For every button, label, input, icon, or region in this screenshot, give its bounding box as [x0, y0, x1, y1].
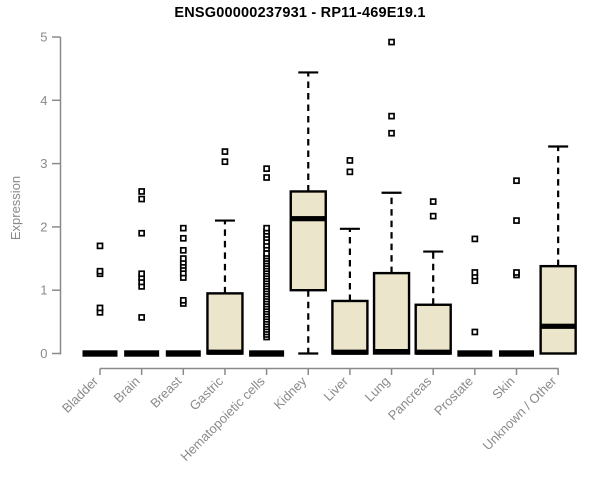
iqr-box — [289, 190, 327, 292]
collapsed-box — [457, 350, 493, 357]
boxplot-gastric — [206, 148, 244, 355]
outlier-point — [138, 314, 145, 321]
x-tick-label-unknown-other: Unknown / Other — [480, 373, 560, 453]
boxplot-breast — [165, 224, 201, 357]
outlier-point — [263, 174, 270, 181]
outlier-point — [513, 177, 520, 185]
outlier-point — [429, 198, 437, 205]
x-tick-label-skin: Skin — [489, 374, 517, 402]
outlier-point — [513, 269, 520, 276]
y-axis: 0 1 2 3 4 5 — [40, 30, 62, 361]
outlier-point — [429, 212, 437, 220]
y-tick-label: 5 — [40, 30, 47, 45]
y-tick-label: 3 — [40, 156, 47, 171]
outlier-point — [388, 112, 395, 120]
collapsed-box — [499, 350, 534, 357]
y-tick-label: 2 — [40, 219, 47, 234]
outlier-point — [138, 195, 145, 203]
outlier-point — [179, 246, 187, 254]
outlier-point — [221, 158, 229, 166]
boxplot-skin — [499, 177, 534, 357]
collapsed-box — [124, 350, 160, 357]
median-line — [415, 349, 451, 355]
outlier-point — [221, 148, 229, 155]
outlier-point — [138, 229, 145, 237]
outlier-point — [263, 165, 270, 173]
outlier-point — [179, 224, 187, 232]
boxplot-lung — [372, 38, 411, 355]
boxplot-prostate — [457, 235, 493, 357]
outlier-point — [179, 234, 187, 242]
median-line — [374, 349, 410, 355]
boxplot-brain — [124, 188, 160, 357]
iqr-box — [414, 303, 452, 355]
x-tick-label-prostate: Prostate — [431, 374, 476, 419]
collapsed-box — [165, 350, 201, 357]
outlier-point — [96, 304, 104, 312]
collapsed-box — [82, 350, 118, 357]
y-tick-label: 4 — [40, 93, 47, 108]
outlier-point — [513, 217, 520, 224]
iqr-box — [539, 264, 577, 355]
x-tick-label-liver: Liver — [320, 373, 351, 404]
outlier-point — [388, 38, 395, 46]
x-tick-label-gastric: Gastric — [186, 373, 226, 413]
median-line — [332, 349, 368, 355]
outlier-point — [346, 157, 354, 164]
x-tick-label-brain: Brain — [111, 374, 143, 406]
x-tick-label-breast: Breast — [147, 373, 184, 410]
outlier-point — [263, 224, 270, 232]
outlier-point — [96, 242, 104, 250]
outlier-point — [96, 267, 104, 275]
boxplot-unknown-other — [539, 145, 577, 355]
outlier-point — [138, 188, 145, 195]
x-tick-label-bladder: Bladder — [59, 373, 102, 416]
median-line — [290, 216, 326, 222]
boxplot-hematopoietic-cells — [249, 165, 285, 357]
boxplot-liver — [331, 157, 369, 355]
iqr-box — [331, 299, 369, 355]
outlier-point — [138, 270, 145, 278]
outlier-point — [471, 235, 479, 243]
x-tick-label-kidney: Kidney — [271, 373, 310, 412]
boxplot-kidney — [289, 71, 327, 355]
iqr-box — [372, 271, 411, 355]
x-tick-label-lung: Lung — [362, 374, 393, 405]
median-line — [207, 349, 243, 355]
boxplot-bladder — [82, 242, 118, 357]
outlier-point — [471, 328, 479, 336]
collapsed-box — [249, 350, 285, 357]
outlier-point — [179, 255, 187, 262]
outlier-point — [388, 129, 395, 137]
y-tick-label: 0 — [40, 346, 47, 361]
y-tick-label: 1 — [40, 283, 47, 298]
outlier-point — [471, 269, 479, 276]
x-tick-label-pancreas: Pancreas — [385, 373, 435, 423]
chart-title: ENSG00000237931 - RP11-469E19.1 — [174, 5, 426, 21]
median-line — [540, 323, 576, 329]
y-axis-title-text: Expression — [7, 175, 23, 241]
iqr-box — [206, 292, 244, 355]
boxplot-pancreas — [414, 198, 452, 355]
outlier-point — [346, 168, 354, 176]
outlier-point — [179, 296, 187, 304]
